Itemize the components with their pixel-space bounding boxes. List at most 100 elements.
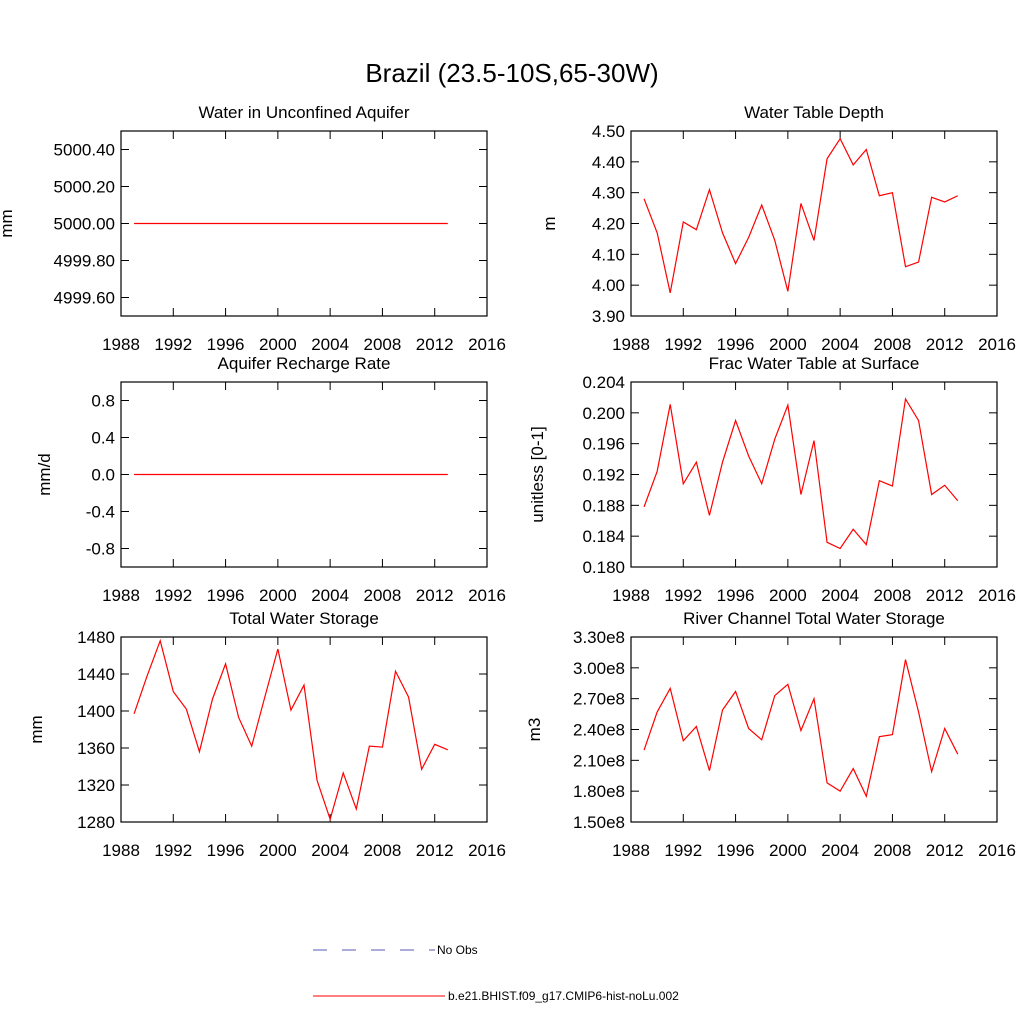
x-tick-label: 1988 xyxy=(102,586,140,605)
y-axis-label: unitless [0-1] xyxy=(528,426,547,522)
x-tick-label: 1992 xyxy=(154,841,192,860)
plot-frame xyxy=(120,381,488,568)
x-tick-label: 2008 xyxy=(364,335,402,354)
x-tick-label: 1992 xyxy=(154,335,192,354)
legend-entry: b.e21.BHIST.f09_g17.CMIP6-hist-noLu.002 xyxy=(313,989,679,1003)
legend-label: b.e21.BHIST.f09_g17.CMIP6-hist-noLu.002 xyxy=(448,989,679,1003)
x-tick-label: 2008 xyxy=(364,586,402,605)
x-tick-label: 2000 xyxy=(769,841,807,860)
y-tick-label: -0.8 xyxy=(86,540,115,559)
panel: River Channel Total Water Storage m3 1.50e… xyxy=(525,609,1016,860)
plot-frame xyxy=(630,636,998,823)
x-tick-label: 1996 xyxy=(717,586,755,605)
plot-frame xyxy=(120,130,488,317)
x-tick-label: 1996 xyxy=(717,841,755,860)
y-tick-label: 4.50 xyxy=(592,122,625,141)
x-tick-label: 1992 xyxy=(664,586,702,605)
x-tick-label: 2000 xyxy=(259,335,297,354)
x-tick-label: 1996 xyxy=(207,586,245,605)
legend-label: No Obs xyxy=(437,943,478,957)
x-tick-label: 2008 xyxy=(874,586,912,605)
y-tick-label: 0.4 xyxy=(91,429,115,448)
x-tick-label: 2000 xyxy=(769,335,807,354)
legend-entry: No Obs xyxy=(313,943,478,957)
panel-title: Frac Water Table at Surface xyxy=(709,354,920,373)
x-tick-label: 1988 xyxy=(102,841,140,860)
y-tick-label: 4.40 xyxy=(592,153,625,172)
y-tick-label: 5000.40 xyxy=(54,141,115,160)
y-tick-label: 4999.60 xyxy=(54,289,115,308)
x-tick-label: 2016 xyxy=(978,335,1016,354)
x-tick-label: 2004 xyxy=(311,335,349,354)
y-tick-label: 1400 xyxy=(77,702,115,721)
y-tick-label: 1360 xyxy=(77,739,115,758)
x-tick-label: 2016 xyxy=(468,586,506,605)
y-tick-label: 0.192 xyxy=(582,466,625,485)
y-tick-label: 0.184 xyxy=(582,527,625,546)
y-tick-label: 1480 xyxy=(77,628,115,647)
x-tick-label: 2012 xyxy=(926,586,964,605)
y-tick-label: -0.4 xyxy=(86,503,115,522)
x-tick-label: 2016 xyxy=(978,841,1016,860)
y-tick-label: 5000.20 xyxy=(54,178,115,197)
y-tick-label: 0.8 xyxy=(91,392,115,411)
y-tick-label: 0.0 xyxy=(91,466,115,485)
x-tick-label: 2016 xyxy=(978,586,1016,605)
panel-title: Water in Unconfined Aquifer xyxy=(198,103,409,122)
panel-title: River Channel Total Water Storage xyxy=(683,609,945,628)
x-tick-label: 2008 xyxy=(874,335,912,354)
y-axis-label: m3 xyxy=(525,718,544,742)
panel-title: Total Water Storage xyxy=(229,609,379,628)
x-tick-label: 1992 xyxy=(664,841,702,860)
x-tick-label: 2012 xyxy=(416,335,454,354)
y-tick-label: 0.200 xyxy=(582,404,625,423)
x-tick-label: 2012 xyxy=(926,335,964,354)
panel: Frac Water Table at Surface unitless [0-1… xyxy=(528,354,1016,605)
x-tick-label: 1992 xyxy=(154,586,192,605)
x-tick-label: 2004 xyxy=(311,841,349,860)
plot-frame xyxy=(120,636,488,823)
x-tick-label: 2012 xyxy=(926,841,964,860)
x-tick-label: 2000 xyxy=(259,586,297,605)
y-tick-label: 0.180 xyxy=(582,558,625,577)
y-tick-label: 1.80e8 xyxy=(573,782,625,801)
y-tick-label: 4.30 xyxy=(592,184,625,203)
y-tick-label: 0.196 xyxy=(582,435,625,454)
y-tick-label: 0.204 xyxy=(582,373,625,392)
y-tick-label: 1280 xyxy=(77,813,115,832)
y-tick-label: 4.00 xyxy=(592,276,625,295)
y-axis-label: mm/d xyxy=(35,453,54,496)
y-tick-label: 5000.00 xyxy=(54,215,115,234)
y-tick-label: 1.50e8 xyxy=(573,813,625,832)
plot-frame xyxy=(630,130,998,317)
x-tick-label: 2000 xyxy=(769,586,807,605)
x-tick-label: 1988 xyxy=(612,841,650,860)
y-tick-label: 2.40e8 xyxy=(573,721,625,740)
y-axis-label: mm xyxy=(27,715,46,743)
y-tick-label: 1440 xyxy=(77,665,115,684)
figure-title: Brazil (23.5-10S,65-30W) xyxy=(365,58,658,88)
panel: Aquifer Recharge Rate mm/d -0.8 -0.4 0.0 0.4 0… xyxy=(35,354,506,605)
y-tick-label: 4.20 xyxy=(592,215,625,234)
y-tick-label: 0.188 xyxy=(582,496,625,515)
x-tick-label: 2012 xyxy=(416,586,454,605)
data-line xyxy=(643,137,959,293)
x-tick-label: 1988 xyxy=(612,335,650,354)
x-tick-label: 2012 xyxy=(416,841,454,860)
data-line xyxy=(133,638,449,822)
y-tick-label: 4.10 xyxy=(592,245,625,264)
x-tick-label: 2004 xyxy=(821,841,859,860)
x-tick-label: 2004 xyxy=(311,586,349,605)
panel-title: Water Table Depth xyxy=(744,103,884,122)
y-tick-label: 3.00e8 xyxy=(573,659,625,678)
x-tick-label: 2016 xyxy=(468,335,506,354)
data-line xyxy=(643,397,959,550)
y-axis-label: mm xyxy=(0,209,16,237)
x-tick-label: 1996 xyxy=(207,841,245,860)
y-axis-label: m xyxy=(540,216,559,230)
y-tick-label: 1320 xyxy=(77,776,115,795)
panel: Water in Unconfined Aquifer mm 4999.60 4999… xyxy=(0,103,506,354)
x-tick-label: 1996 xyxy=(717,335,755,354)
